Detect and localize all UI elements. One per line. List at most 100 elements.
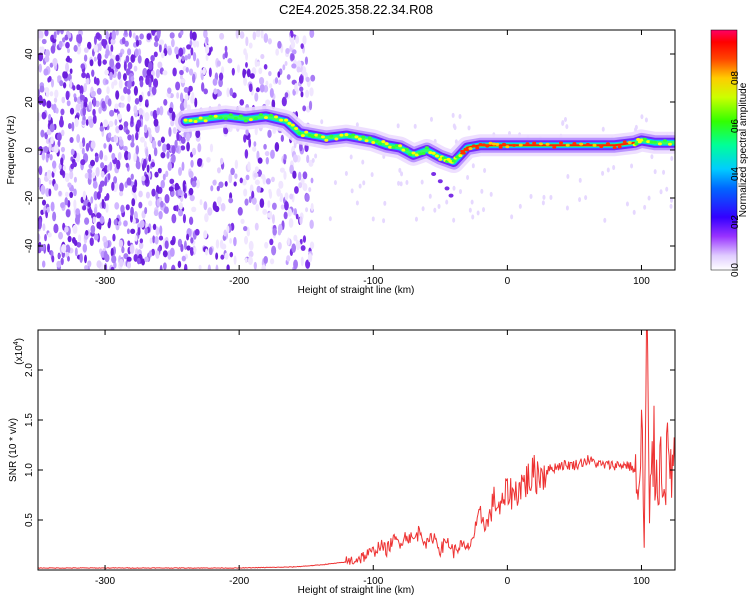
- spectrogram-noise-cell: [279, 167, 285, 173]
- spectrogram-noise-cell: [90, 224, 96, 234]
- spectrogram-noise-cell: [151, 140, 157, 149]
- spectrogram-noise-cell: [150, 161, 156, 168]
- spectrogram-noise-cell: [138, 190, 143, 198]
- spectrogram-ridge-point: [374, 139, 379, 143]
- spectrogram-noise-cell: [290, 40, 296, 49]
- spectrogram-ridge-point: [218, 116, 223, 120]
- spectrogram-noise-cell: [73, 96, 78, 103]
- spectrogram-noise-cell: [156, 107, 161, 116]
- spectrogram-noise-cell: [171, 154, 176, 164]
- spectrogram-noise-cell: [188, 85, 193, 92]
- spectrogram-noise-cell: [254, 166, 259, 173]
- spectrogram-noise-cell: [160, 152, 166, 159]
- spectrogram-noise-cell: [38, 112, 41, 121]
- spectrogram-noise-cell: [104, 53, 109, 59]
- spectrogram-ridge-point: [502, 142, 507, 146]
- spectrogram-noise-cell: [181, 255, 186, 262]
- spectrogram-noise-cell: [162, 250, 168, 258]
- spectrogram-noise-cell: [302, 35, 307, 45]
- spectrogram-noise-cell: [398, 167, 402, 173]
- spectrogram-noise-cell: [333, 180, 337, 186]
- spectrogram-noise-cell: [254, 222, 259, 231]
- spectrogram-noise-cell: [117, 71, 122, 80]
- spectrogram-noise-cell: [355, 122, 359, 128]
- spectrogram-noise-cell: [135, 160, 141, 170]
- spectrogram-ridge-point: [532, 141, 537, 145]
- spectrogram-ridge-point: [193, 119, 198, 123]
- spectrogram-noise-cell: [153, 41, 159, 48]
- spectrogram-noise-cell: [429, 116, 433, 122]
- spectrogram-noise-cell: [204, 44, 210, 54]
- spectrogram-noise-cell: [49, 62, 54, 68]
- spectrogram-ridge-point: [253, 117, 258, 121]
- spectrogram-noise-cell: [53, 183, 59, 191]
- spectrogram-noise-cell: [102, 235, 107, 243]
- spectrogram-noise-cell: [265, 156, 269, 165]
- spectrogram-noise-cell: [171, 264, 176, 270]
- spectrogram-noise-cell: [108, 132, 112, 138]
- spectrogram-ridge-point: [310, 135, 315, 139]
- spectrogram-noise-cell: [122, 73, 127, 81]
- spectrogram-noise-cell: [170, 239, 176, 246]
- spectrogram-noise-cell: [174, 139, 178, 149]
- spectrogram-noise-cell: [220, 254, 225, 260]
- spectrogram-noise-cell: [261, 264, 266, 270]
- spectrogram-noise-cell: [41, 151, 46, 161]
- spectrogram-noise-cell: [193, 247, 197, 253]
- spectrogram-noise-cell: [358, 183, 362, 189]
- spectrogram-noise-cell: [218, 181, 224, 188]
- spectrogram-noise-cell: [362, 180, 366, 186]
- spectrogram-noise-cell: [158, 43, 162, 53]
- spectrogram-noise-cell: [115, 54, 120, 62]
- spectrogram-xtick-label: 0: [505, 276, 511, 287]
- spectrogram-ridge-point: [357, 137, 362, 141]
- spectrogram-noise-cell: [190, 237, 194, 244]
- spectrogram-noise-cell: [104, 69, 109, 76]
- spectrogram-noise-cell: [73, 188, 77, 197]
- spectrogram-noise-cell: [244, 149, 249, 159]
- spectrogram-noise-cell: [82, 190, 87, 201]
- spectrogram-noise-cell: [208, 246, 213, 256]
- spectrogram-noise-cell: [45, 89, 50, 98]
- spectrogram-noise-cell: [127, 62, 133, 70]
- spectrogram-noise-cell: [75, 103, 81, 112]
- spectrogram-ridge-point: [213, 114, 218, 118]
- spectrogram-noise-cell: [73, 176, 77, 183]
- spectrogram-noise-cell: [120, 204, 125, 214]
- spectrogram-noise-cell: [267, 38, 272, 45]
- spectrogram-noise-cell: [670, 156, 674, 162]
- snr-xtick-label: -200: [229, 576, 249, 587]
- spectrogram-noise-cell: [98, 41, 102, 52]
- spectrogram-noise-cell: [42, 223, 46, 232]
- spectrogram-noise-cell: [43, 68, 49, 76]
- spectrogram-noise-cell: [92, 108, 96, 117]
- spectrogram-noise-cell: [255, 204, 260, 212]
- spectrogram-noise-cell: [361, 159, 365, 165]
- spectrogram-noise-cell: [215, 252, 219, 260]
- spectrogram-ridge-point: [411, 151, 416, 155]
- spectrogram-noise-cell: [182, 184, 186, 194]
- spectrogram-noise-cell: [295, 213, 299, 220]
- spectrogram-ridge-point: [414, 153, 419, 157]
- spectrogram-noise-cell: [108, 120, 114, 128]
- spectrogram-noise-cell: [125, 162, 130, 168]
- spectrogram-noise-cell: [226, 87, 230, 98]
- spectrogram-noise-cell: [263, 64, 268, 70]
- spectrogram-noise-cell: [81, 147, 85, 155]
- spectrogram-noise-cell: [40, 209, 44, 216]
- spectrogram-noise-cell: [139, 136, 145, 143]
- spectrogram-noise-cell: [549, 194, 553, 200]
- spectrogram-noise-cell: [177, 188, 183, 196]
- spectrogram-noise-cell: [192, 52, 197, 62]
- spectrogram-noise-cell: [248, 250, 254, 258]
- spectrogram-noise-cell: [437, 203, 441, 209]
- spectrogram-noise-cell: [189, 247, 194, 256]
- spectrogram-noise-cell: [480, 188, 484, 194]
- spectrogram-noise-cell: [133, 105, 138, 114]
- spectrogram-noise-cell: [277, 40, 282, 49]
- spectrogram-noise-cell: [117, 220, 122, 226]
- spectrogram-noise-cell: [126, 261, 132, 269]
- spectrogram-noise-cell: [119, 182, 124, 193]
- spectrogram-ridge-point: [505, 145, 510, 149]
- spectrogram-noise-cell: [606, 167, 610, 173]
